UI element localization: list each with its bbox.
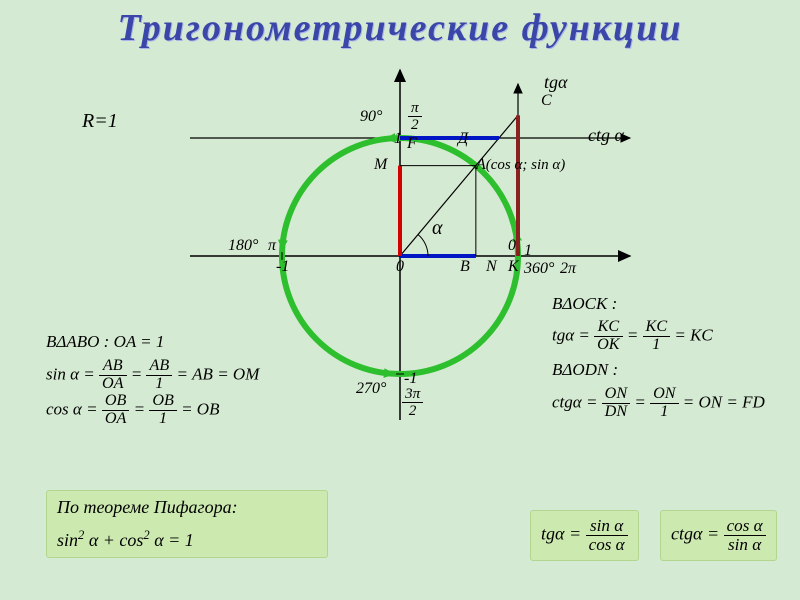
- neg1-left: -1: [276, 258, 289, 276]
- origin-zero: 0: [396, 258, 404, 276]
- label-K: K: [508, 258, 519, 276]
- deg180: 180°: [228, 237, 258, 255]
- pythagoras-box: По теореме Пифагора: sin2 α + cos2 α = 1: [46, 490, 328, 558]
- label-B: B: [460, 258, 470, 276]
- pi-label: π: [268, 237, 276, 255]
- label-D: Д: [458, 130, 468, 148]
- deg270: 270°: [356, 380, 386, 398]
- one-right: 1: [524, 242, 532, 260]
- two-pi: 2π: [560, 260, 576, 278]
- ctg-axis-label: ctg α: [588, 125, 624, 146]
- deg360: 360°: [524, 260, 554, 278]
- tg-formula-box: tgα = sin αcos α: [530, 510, 639, 561]
- three-pi-over-2: 3π2: [402, 386, 423, 419]
- label-F: F: [407, 135, 417, 153]
- zero-right-angle: 0: [508, 237, 516, 255]
- label-N: N: [486, 258, 497, 276]
- alpha: α: [432, 217, 443, 240]
- ctg-formula-box: ctgα = cos αsin α: [660, 510, 777, 561]
- pi-over-2: π2: [408, 100, 422, 133]
- sin-cos-derivation: ВΔABO : OA = 1 sin α = ABOA = AB1 = AB =…: [46, 326, 259, 428]
- one-top: 1: [394, 130, 402, 148]
- label-C: C: [541, 92, 552, 110]
- deg90: 90°: [360, 108, 382, 126]
- tg-ctg-derivation: ВΔOCK : tgα = KCOK = KC1 = KC ВΔODN : ct…: [552, 288, 765, 421]
- label-A: A(cos α; sin α): [476, 156, 565, 174]
- tg-axis-label: tgα: [544, 72, 567, 93]
- label-M: M: [374, 156, 387, 174]
